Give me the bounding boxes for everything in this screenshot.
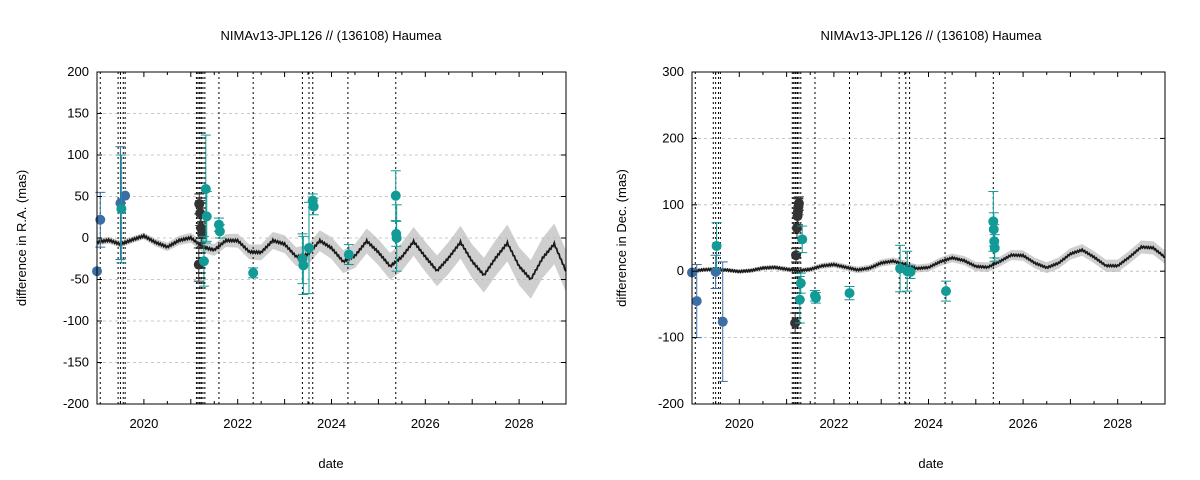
dec-point-teal [810, 292, 821, 303]
dec-point-teal [711, 240, 722, 251]
dec-point-gray [791, 250, 802, 261]
ra-model-curve [96, 232, 567, 281]
chart-ra-xlabel: date [318, 456, 343, 471]
dec-point-teal [795, 278, 806, 289]
dec-xtick-label: 2022 [819, 416, 848, 431]
ra-ytick-label: 200 [67, 64, 89, 79]
ra-xtick-label: 2022 [223, 416, 252, 431]
dec-xtick-label: 2026 [1009, 416, 1038, 431]
ra-point-teal [343, 249, 354, 260]
ra-ytick-label: 150 [67, 106, 89, 121]
dec-xtick-label: 2020 [725, 416, 754, 431]
ra-ytick-label: 100 [67, 147, 89, 162]
ra-ytick-label: 50 [75, 189, 89, 204]
dec-point-teal [905, 266, 916, 277]
ra-point-blue [120, 190, 131, 201]
ra-point-teal [298, 260, 309, 271]
dec-point-teal [989, 242, 1000, 253]
ra-point-teal [200, 184, 211, 195]
ra-ytick-label: -50 [70, 272, 89, 287]
chart-dec: NIMAv13-JPL126 // (136108) Haumea -200 -1… [614, 28, 1166, 471]
ra-ytick-label: -200 [63, 396, 89, 411]
dec-uncertainty-band [692, 240, 1165, 274]
ra-uncertainty-band [97, 223, 566, 299]
ra-ytick-label: -100 [63, 313, 89, 328]
ra-point-blue [95, 214, 106, 225]
dec-model-curve [691, 244, 1166, 274]
ra-point-teal [308, 201, 319, 212]
dec-ytick-label: -200 [658, 396, 684, 411]
chart-dec-ylabel: difference in Dec. (mas) [614, 169, 629, 307]
dec-point-teal [941, 286, 952, 297]
ra-point-teal [303, 242, 314, 253]
ra-ytick-label: -150 [63, 355, 89, 370]
ra-point-teal [391, 233, 402, 243]
dec-xtick-label: 2028 [1103, 416, 1132, 431]
chart-ra: NIMAv13-JPL126 // (136108) Haumea -200 -1… [14, 28, 567, 471]
dec-plot-frame [691, 71, 1166, 405]
ra-ytick-label: 0 [82, 230, 89, 245]
dec-point-gray [793, 198, 804, 209]
ra-point-teal [390, 190, 401, 201]
ra-point-teal [116, 203, 127, 214]
dec-point-teal [797, 234, 808, 245]
dec-point-teal [794, 294, 805, 305]
dec-point-teal [844, 288, 855, 299]
dec-ytick-label: 300 [662, 64, 684, 79]
ra-xtick-label: 2024 [317, 416, 346, 431]
ra-xtick-label: 2026 [411, 416, 440, 431]
chart-ra-title: NIMAv13-JPL126 // (136108) Haumea [221, 28, 443, 43]
ra-point-gray [194, 198, 205, 209]
dec-point-blue [691, 296, 702, 307]
ra-point-teal [248, 267, 259, 278]
dec-point-blue [717, 316, 728, 327]
chart-dec-xlabel: date [918, 456, 943, 471]
ra-point-teal [214, 226, 225, 237]
dec-ytick-label: 100 [662, 197, 684, 212]
dec-ytick-label: 200 [662, 130, 684, 145]
dec-xtick-label: 2024 [914, 416, 943, 431]
ra-point-teal [201, 211, 212, 222]
dec-point-blue [710, 266, 721, 277]
ra-xtick-label: 2028 [505, 416, 534, 431]
dec-ytick-label: -100 [658, 330, 684, 345]
ra-point-teal [198, 256, 209, 267]
ra-xtick-label: 2020 [129, 416, 158, 431]
chart-ra-ylabel: difference in R.A. (mas) [14, 170, 29, 306]
dec-ytick-label: 0 [677, 263, 684, 278]
chart-dec-title: NIMAv13-JPL126 // (136108) Haumea [821, 28, 1043, 43]
